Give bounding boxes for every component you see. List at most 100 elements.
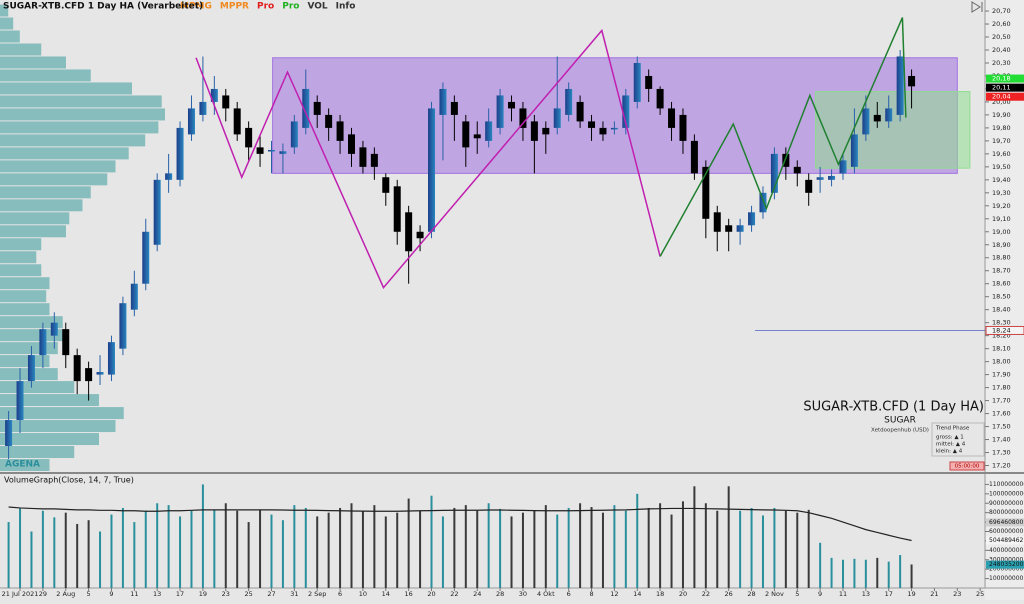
volume-bar: [373, 505, 376, 588]
volume-bar: [213, 509, 216, 588]
profile-bar: [0, 108, 165, 121]
profile-bar: [0, 459, 50, 472]
volume-tick-label: 300000000: [989, 556, 1024, 563]
profile-bar: [0, 147, 129, 160]
candle-body: [576, 101, 584, 122]
toolbar-item[interactable]: MPMG: [180, 2, 212, 12]
candle-body: [622, 95, 630, 128]
volume-bar: [544, 505, 547, 588]
profile-bar: [0, 186, 91, 199]
y-tick-label: 18,10: [992, 345, 1011, 353]
volume-marker-label: 504489462: [989, 537, 1024, 544]
volume-bar: [293, 505, 296, 588]
x-tick-label: 13: [862, 590, 870, 598]
volume-bar: [807, 509, 810, 588]
x-tick-label: 21 Jul 2021: [2, 590, 39, 598]
y-tick-label: 19,40: [992, 176, 1011, 184]
candle-body: [50, 322, 58, 336]
candle-body: [222, 95, 230, 109]
y-tick-label: 18,80: [992, 254, 1011, 262]
candle-body: [130, 283, 138, 310]
volume-tick-label: 1000000000: [989, 490, 1024, 497]
candle-body: [873, 114, 881, 122]
profile-bar: [0, 381, 75, 394]
volume-bar: [693, 486, 696, 588]
candle-body: [679, 114, 687, 141]
candle-body: [16, 381, 24, 421]
volume-bar: [179, 516, 182, 588]
volume-bar: [407, 498, 410, 588]
volume-bar: [133, 522, 136, 588]
candle-body: [633, 62, 641, 102]
candle-body: [279, 151, 287, 154]
profile-bar: [0, 316, 63, 329]
y-tick-label: 18,20: [992, 332, 1011, 340]
candle-body: [885, 108, 893, 122]
candle-body: [290, 121, 298, 148]
candle-body: [256, 147, 264, 154]
volume-bar: [590, 507, 593, 588]
volume-tick-label: 600000000: [989, 528, 1024, 535]
candle-body: [439, 88, 447, 115]
logo: AGENA: [5, 460, 40, 470]
play-icon[interactable]: [971, 1, 983, 13]
y-tick-label: 19,80: [992, 124, 1011, 132]
volume-bar: [441, 516, 444, 588]
profile-bar: [0, 355, 50, 368]
candle-body: [862, 108, 870, 135]
info-name: SUGAR: [884, 416, 916, 426]
profile-bar: [0, 251, 37, 264]
toolbar-item[interactable]: Pro: [257, 2, 274, 12]
volume-marker-bg: [986, 560, 1024, 569]
volume-bar: [613, 505, 616, 588]
candle-body: [553, 108, 561, 128]
zone-box: [815, 91, 971, 169]
candle-body: [713, 212, 721, 232]
volume-bar: [476, 510, 479, 588]
x-tick-label: 24: [473, 590, 481, 598]
toolbar-item[interactable]: MPPR: [220, 2, 249, 12]
volume-bar: [190, 510, 193, 588]
y-tick-label: 18,50: [992, 293, 1011, 301]
y-tick-label: 20,00: [992, 98, 1011, 106]
x-tick-label: 2 Sep: [308, 590, 326, 598]
volume-bar: [361, 510, 364, 588]
volume-marker-label: 696460800: [989, 519, 1024, 526]
x-tick-label: 5: [87, 590, 91, 598]
x-tick-label: 19: [907, 590, 915, 598]
y-tick-label: 18,70: [992, 267, 1011, 275]
volume-bar: [579, 503, 582, 588]
info-exchange: Xetdoopenhub (USD): [871, 428, 929, 434]
toolbar-item[interactable]: Info: [336, 2, 356, 12]
x-tick-label: 10: [359, 590, 367, 598]
x-tick-label: 29: [39, 590, 47, 598]
toolbar-item[interactable]: VOL: [307, 2, 327, 12]
y-tick-label: 20,30: [992, 59, 1011, 67]
profile-bar: [0, 199, 83, 212]
candle-body: [85, 368, 93, 382]
volume-bar: [327, 512, 330, 588]
volume-tick-label: 800000000: [989, 509, 1024, 516]
volume-bar: [796, 512, 799, 588]
candle-body: [245, 127, 253, 148]
volume-bar: [236, 510, 239, 588]
y-tick-label: 17,40: [992, 436, 1011, 444]
profile-bar: [0, 394, 99, 407]
y-tick-label: 18,00: [992, 358, 1011, 366]
volume-bar: [773, 507, 776, 588]
volume-bar: [876, 557, 879, 588]
profile-bar: [0, 420, 116, 433]
toolbar-item[interactable]: Pro: [282, 2, 299, 12]
price-marker-bg: [986, 74, 1024, 83]
volume-bar: [339, 507, 342, 588]
volume-title: VolumeGraph(Close, 14, 7, True): [4, 476, 134, 485]
y-tick-label: 20,40: [992, 46, 1011, 54]
x-tick-label: 12: [610, 590, 618, 598]
profile-bar: [0, 329, 66, 342]
candle-body: [656, 88, 664, 109]
profile-bar: [0, 160, 116, 173]
y-tick-label: 19,20: [992, 202, 1011, 210]
profile-bar: [0, 134, 146, 147]
profile-bar: [0, 303, 50, 316]
